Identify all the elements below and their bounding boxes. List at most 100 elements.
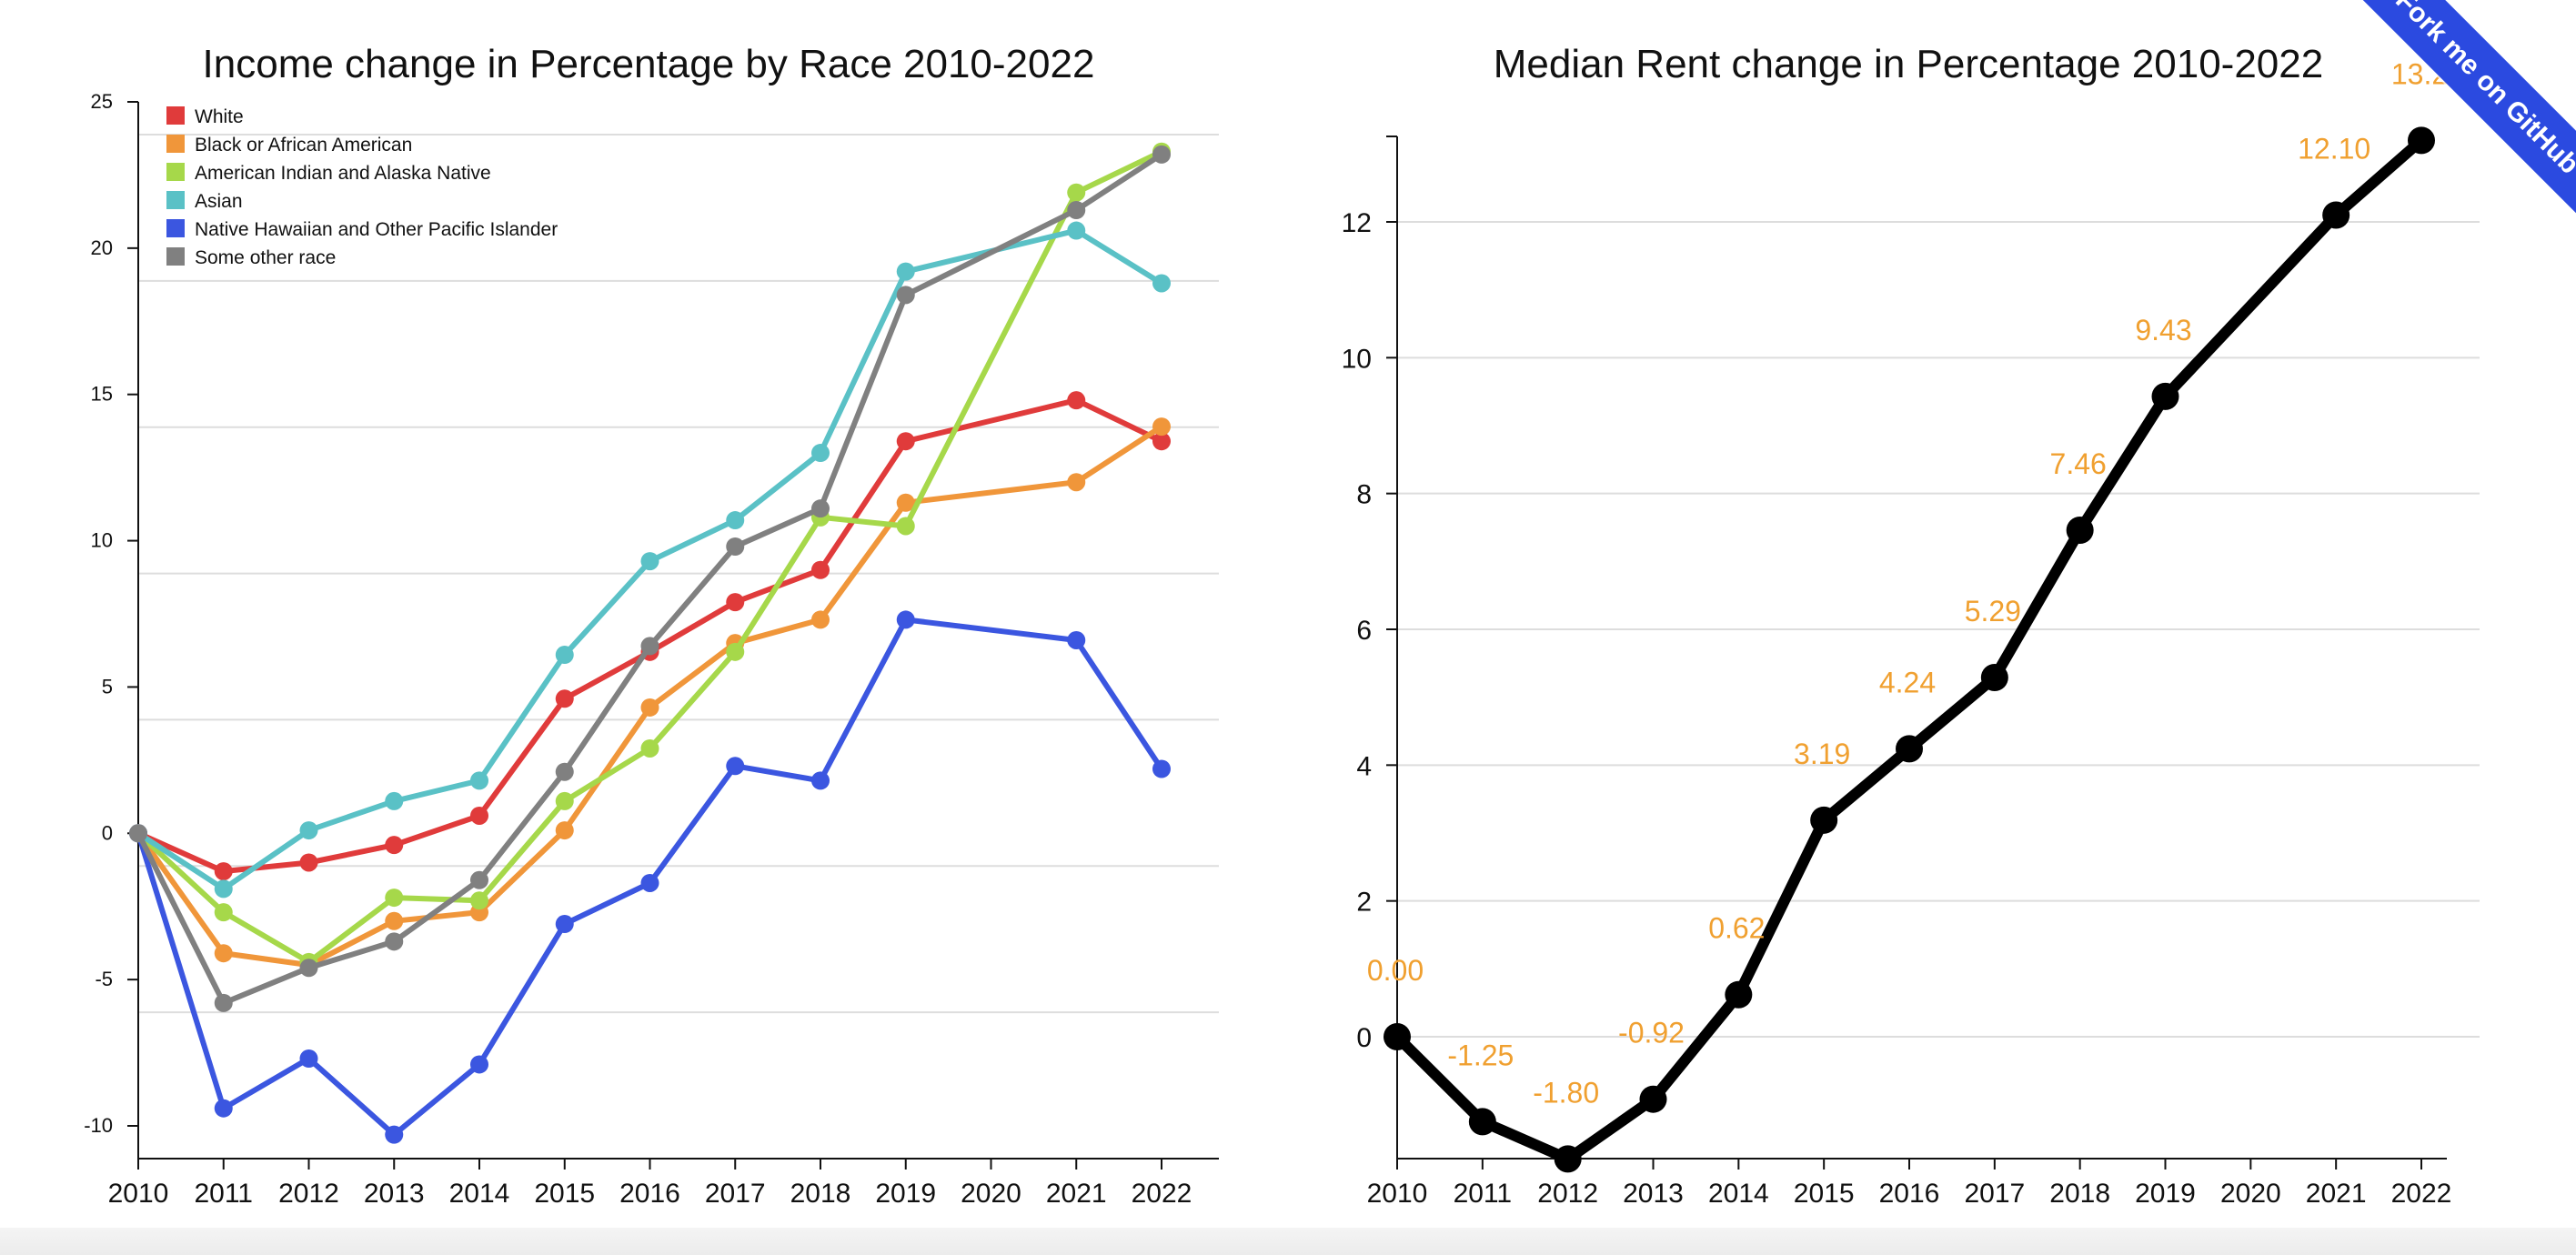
data-point: [640, 552, 659, 571]
income-legend[interactable]: White Black or African American American I…: [166, 106, 558, 268]
income-grid: [138, 134, 1219, 1014]
series-line: [136, 397, 1163, 875]
data-point: [385, 836, 404, 855]
x-tick-label: 2011: [1454, 1179, 1513, 1209]
x-tick-label: 2010: [1367, 1179, 1428, 1209]
data-point: [640, 873, 659, 892]
series-line: [136, 617, 1164, 1138]
y-tick-label: -10: [84, 1114, 113, 1137]
data-point: [1152, 145, 1171, 164]
window-bottom-bar: [0, 1228, 2576, 1255]
income-chart-title: Income change in Percentage by Race 2010…: [203, 42, 1095, 86]
x-tick-label: 2019: [2135, 1179, 2196, 1209]
data-point: [1152, 417, 1171, 437]
data-point: [1896, 735, 1923, 763]
legend-label: White: [195, 106, 244, 127]
data-point: [896, 262, 915, 281]
data-point: [726, 511, 745, 530]
x-tick-label: 2015: [1794, 1179, 1855, 1209]
y-tick-label: 4: [1356, 751, 1372, 781]
data-point: [470, 771, 488, 790]
data-point: [1639, 1085, 1667, 1113]
y-tick-label: -5: [95, 968, 113, 990]
x-tick-label: 2020: [2220, 1179, 2281, 1209]
x-tick-label: 2021: [1046, 1179, 1107, 1209]
data-point: [555, 689, 574, 708]
data-point: [726, 757, 745, 776]
legend-swatch: [166, 247, 185, 266]
x-tick-label: 2015: [534, 1179, 595, 1209]
legend-label: Black or African American: [195, 135, 412, 156]
income-x-ticks: 2010 2011 2012 2013 2014 2015 2016 2017 2018 2019…: [108, 1159, 1192, 1209]
y-tick-label: 20: [91, 236, 113, 259]
legend-item[interactable]: White: [166, 106, 244, 127]
legend-swatch: [166, 135, 185, 153]
legend-label: Some other race: [195, 247, 336, 268]
data-point: [214, 993, 233, 1012]
data-point: [896, 610, 915, 629]
rent-axes: [1386, 136, 2447, 1160]
data-point: [299, 959, 318, 978]
data-point: [299, 853, 318, 872]
x-tick-label: 2014: [1708, 1179, 1769, 1209]
data-label: 5.29: [1965, 595, 2021, 628]
legend-item[interactable]: American Indian and Alaska Native: [166, 163, 491, 184]
legend-item[interactable]: Asian: [166, 191, 243, 212]
y-tick-label: 10: [91, 529, 113, 552]
data-point: [2151, 382, 2179, 410]
ribbon-container: Fork me on GitHub: [2340, 0, 2576, 236]
legend-item[interactable]: Native Hawaiian and Other Pacific Island…: [166, 219, 558, 240]
data-point: [1554, 1145, 1582, 1173]
data-point: [214, 1099, 233, 1118]
x-tick-label: 2018: [790, 1179, 851, 1209]
x-tick-label: 2019: [875, 1179, 936, 1209]
data-point: [385, 911, 404, 930]
series-line: [136, 152, 1163, 1006]
income-series: [129, 142, 1171, 1144]
rent-y-ticks: 12 10 8 6 4 2 0: [1342, 208, 1397, 1053]
data-label: 9.43: [2135, 314, 2191, 346]
data-point: [555, 821, 574, 840]
data-point: [2408, 126, 2435, 155]
data-label: -0.92: [1618, 1017, 1685, 1049]
data-point: [640, 637, 659, 656]
x-tick-label: 2013: [364, 1179, 425, 1209]
series-line: [136, 148, 1163, 965]
income-axes: [137, 102, 1219, 1160]
x-tick-label: 2018: [2049, 1179, 2110, 1209]
data-point: [299, 1049, 318, 1069]
y-tick-label: 0: [1356, 1023, 1372, 1053]
x-tick-label: 2012: [1537, 1179, 1598, 1209]
fork-me-ribbon-link[interactable]: Fork me on GitHub: [2346, 0, 2576, 224]
data-point: [1152, 432, 1171, 451]
data-point: [555, 762, 574, 781]
y-tick-label: 25: [91, 90, 113, 113]
data-point: [896, 517, 915, 536]
data-point: [299, 821, 318, 840]
data-label: -1.25: [1447, 1039, 1514, 1071]
data-point: [385, 889, 404, 908]
data-label: 7.46: [2050, 447, 2107, 480]
rent-x-ticks: 2010 2011 2012 2013 2014 2015 2016 2017 2018 2019…: [1367, 1159, 2451, 1209]
data-point: [896, 432, 915, 451]
legend-item[interactable]: Black or African American: [166, 135, 412, 156]
x-tick-label: 2017: [1964, 1179, 2025, 1209]
data-label: 12.10: [2298, 133, 2370, 166]
x-tick-label: 2017: [705, 1179, 766, 1209]
data-point: [811, 444, 830, 463]
data-point: [385, 791, 404, 810]
rent-line: [1393, 136, 2425, 1165]
data-point: [470, 806, 488, 825]
legend-item[interactable]: Some other race: [166, 247, 336, 268]
data-point: [1468, 1108, 1496, 1136]
x-tick-label: 2013: [1623, 1179, 1684, 1209]
data-point: [1067, 183, 1086, 202]
data-point: [2322, 201, 2350, 229]
income-y-ticks: 25 20 15 10 5 0 -5 -10: [84, 90, 138, 1137]
y-tick-label: 6: [1356, 616, 1372, 646]
data-label: -1.80: [1533, 1076, 1599, 1109]
x-tick-label: 2021: [2306, 1179, 2367, 1209]
y-tick-label: 2: [1356, 888, 1372, 918]
y-tick-label: 15: [91, 383, 113, 406]
data-point: [640, 738, 659, 758]
